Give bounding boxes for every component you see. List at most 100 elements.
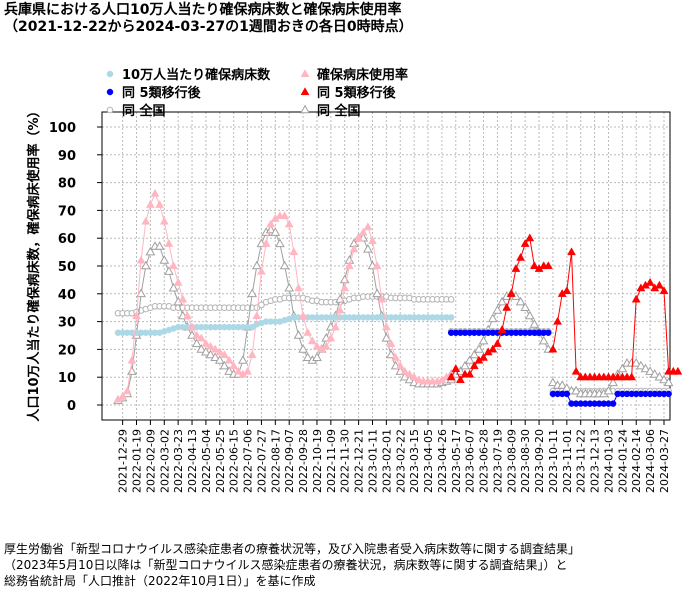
data-point-use_hyogo_post bbox=[455, 375, 465, 384]
x-tick-label: 2023-10-11 bbox=[547, 429, 560, 493]
data-point-use_hyogo_pre bbox=[210, 344, 220, 353]
x-tick-label: 2022-05-25 bbox=[214, 429, 227, 493]
x-tick-label: 2023-04-05 bbox=[422, 429, 435, 493]
data-point-use_national bbox=[640, 363, 651, 373]
legend-marker-beds_hyogo_post bbox=[106, 88, 114, 96]
y-tick-label: 40 bbox=[58, 288, 76, 303]
source-line-3: 総務省統計局「人口推計（2022年10月1日）」を基に作成 bbox=[4, 574, 316, 588]
x-tick-label: 2022-07-06 bbox=[242, 429, 255, 493]
data-point-use_hyogo_post bbox=[488, 344, 498, 353]
data-point-use_national bbox=[224, 366, 234, 375]
data-point-use_hyogo_post bbox=[571, 366, 581, 375]
data-point-use_national bbox=[164, 266, 174, 275]
data-point-use_hyogo_pre bbox=[391, 352, 401, 361]
data-point-use_hyogo_post bbox=[497, 325, 507, 333]
x-tick-label: 2022-09-28 bbox=[297, 429, 310, 493]
data-point-use_national bbox=[617, 363, 628, 373]
y-tick-label: 0 bbox=[67, 399, 76, 414]
legend-marker-use_hyogo_post bbox=[300, 87, 310, 96]
data-point-use_hyogo_post bbox=[548, 344, 558, 353]
data-point-use_national bbox=[154, 241, 165, 250]
data-point-use_hyogo_post bbox=[553, 316, 563, 325]
data-point-use_hyogo_pre bbox=[182, 311, 192, 320]
data-point-use_hyogo_post bbox=[654, 280, 664, 289]
legend-label-beds_hyogo_post: 同 5類移行後 bbox=[122, 85, 202, 101]
data-point-use_hyogo_post bbox=[520, 238, 530, 247]
data-point-use_national bbox=[645, 366, 655, 375]
data-point-use_national bbox=[474, 344, 484, 353]
series-line-use_hyogo_post bbox=[552, 252, 678, 378]
data-point-use_national bbox=[214, 355, 225, 364]
data-point-use_national bbox=[469, 349, 480, 359]
data-point-use_hyogo_pre bbox=[381, 322, 391, 331]
data-point-use_national bbox=[159, 255, 170, 264]
x-tick-label: 2023-12-13 bbox=[589, 429, 602, 493]
data-point-use_hyogo_pre bbox=[266, 219, 276, 228]
x-tick-label: 2023-07-19 bbox=[491, 429, 504, 493]
data-point-use_national bbox=[136, 288, 146, 298]
data-point-use_national bbox=[279, 260, 290, 270]
data-point-use_hyogo_pre bbox=[294, 283, 303, 292]
data-point-use_national bbox=[659, 374, 669, 384]
data-point-use_national bbox=[145, 246, 156, 256]
data-point-use_hyogo_pre bbox=[368, 236, 377, 245]
x-tick-label: 2023-09-20 bbox=[533, 429, 546, 493]
data-point-use_national bbox=[219, 360, 230, 370]
data-point-use_hyogo_pre bbox=[344, 261, 354, 270]
data-point-use_national bbox=[312, 352, 322, 361]
y-tick-label: 50 bbox=[58, 260, 76, 275]
data-point-use_national bbox=[492, 305, 503, 314]
data-point-use_hyogo_pre bbox=[312, 341, 322, 350]
data-point-use_hyogo_pre bbox=[233, 366, 243, 375]
x-tick-label: 2023-05-17 bbox=[450, 429, 463, 493]
data-point-use_hyogo_pre bbox=[326, 333, 336, 342]
data-point-use_national bbox=[520, 302, 531, 311]
data-point-use_national bbox=[487, 313, 498, 323]
data-point-use_hyogo_pre bbox=[386, 338, 396, 347]
data-point-use_national bbox=[478, 335, 489, 345]
data-point-use_national bbox=[196, 344, 207, 353]
legend-marker-use_national bbox=[300, 104, 310, 114]
data-point-use_hyogo_pre bbox=[136, 255, 146, 264]
legend-label-beds_hyogo_pre: 10万人当たり確保病床数 bbox=[122, 67, 271, 83]
data-point-use_hyogo_pre bbox=[284, 219, 294, 228]
x-tick-label: 2023-08-30 bbox=[519, 429, 532, 493]
data-point-use_national bbox=[284, 282, 295, 292]
data-point-use_national bbox=[538, 335, 549, 345]
data-point-use_hyogo_post bbox=[502, 302, 512, 311]
data-point-use_hyogo_pre bbox=[400, 366, 410, 375]
data-point-use_hyogo_pre bbox=[331, 322, 340, 331]
data-point-use_hyogo_pre bbox=[243, 366, 253, 375]
data-point-use_hyogo_post bbox=[511, 263, 521, 272]
data-point-use_hyogo_post bbox=[562, 286, 572, 295]
data-point-use_national bbox=[381, 332, 392, 342]
data-point-use_hyogo_post bbox=[451, 364, 461, 372]
data-point-use_hyogo_pre bbox=[132, 311, 141, 320]
data-point-use_national bbox=[460, 360, 470, 370]
data-point-use_hyogo_pre bbox=[201, 338, 211, 347]
x-tick-label: 2024-03-06 bbox=[644, 429, 657, 493]
data-point-use_hyogo_pre bbox=[377, 294, 387, 303]
data-point-use_national bbox=[270, 227, 281, 236]
data-point-use_national bbox=[548, 377, 558, 387]
data-point-use_hyogo_post bbox=[506, 288, 516, 297]
data-point-use_hyogo_pre bbox=[372, 261, 382, 270]
y-tick-label: 100 bbox=[49, 121, 76, 136]
data-point-beds_hyogo_post bbox=[545, 329, 552, 336]
x-tick-label: 2023-06-28 bbox=[478, 429, 491, 493]
legend-marker-beds_national bbox=[106, 106, 114, 114]
data-point-use_hyogo_post bbox=[543, 261, 553, 270]
x-tick-label: 2022-02-09 bbox=[144, 429, 157, 493]
x-tick-label: 2021-12-29 bbox=[117, 429, 130, 493]
data-point-use_national bbox=[275, 238, 285, 248]
data-point-use_hyogo_pre bbox=[145, 199, 155, 208]
x-tick-label: 2022-08-17 bbox=[269, 429, 282, 493]
data-point-use_national bbox=[608, 377, 618, 387]
x-tick-label: 2023-01-11 bbox=[366, 429, 379, 493]
data-point-use_national bbox=[205, 349, 216, 359]
data-point-use_hyogo_post bbox=[529, 261, 539, 270]
data-point-use_national bbox=[631, 357, 642, 367]
data-point-use_national bbox=[363, 243, 373, 253]
x-tick-label: 2023-08-09 bbox=[505, 429, 518, 493]
